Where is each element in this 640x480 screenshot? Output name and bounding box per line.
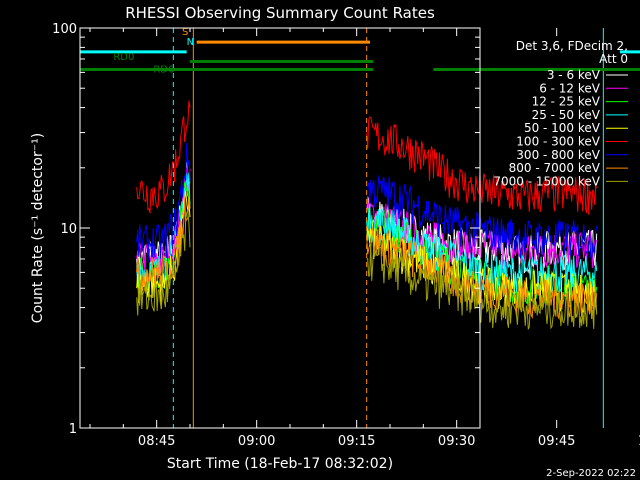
legend-label-5: 100 - 300 keV — [516, 135, 600, 149]
legend-label-2: 12 - 25 keV — [532, 95, 601, 109]
legend-label-1: 6 - 12 keV — [539, 81, 601, 95]
x-tick-label-2: 09:15 — [338, 434, 375, 449]
x-tick-label-1: 09:00 — [238, 434, 275, 449]
y-axis-label: Count Rate (s⁻¹ detector⁻¹) — [30, 133, 46, 323]
flag-label-0: RD0 — [113, 52, 134, 63]
series-line-8 — [136, 208, 598, 330]
y-tick-label-2: 1 — [69, 422, 77, 437]
legend-label-8: 7000 - 15000 keV — [493, 174, 600, 188]
flag-label-3: N — [187, 37, 194, 48]
chart-title: RHESSI Observing Summary Count Rates — [125, 4, 435, 22]
legend-label-0: 3 - 6 keV — [547, 68, 601, 82]
legend-label-4: 50 - 100 keV — [524, 121, 601, 135]
x-axis-label: Start Time (18-Feb-17 08:32:02) — [167, 456, 393, 472]
flag-label-2: S — [182, 27, 188, 38]
x-tick-label-0: 08:45 — [138, 434, 175, 449]
series-line-7 — [136, 196, 598, 321]
legend-label-6: 300 - 800 keV — [516, 148, 600, 162]
x-tick-label-5: 10:00 — [638, 434, 640, 449]
legend-title-0: Det 3,6, FDecim 2, — [516, 39, 628, 53]
series-line-5 — [136, 100, 598, 215]
series-layer — [136, 100, 598, 330]
y-tick-label-0: 100 — [52, 22, 77, 37]
x-tick-label-3: 09:30 — [438, 434, 475, 449]
axes-layer: 08:45 09:00 09:15 09:30 09:45 10:00 100 10 1 — [52, 22, 640, 449]
flag-label-1: RD6 — [153, 64, 174, 75]
series-line-6 — [136, 142, 598, 264]
y-tick-label-1: 10 — [60, 222, 77, 237]
legend-label-3: 25 - 50 keV — [532, 108, 601, 122]
legend-label-7: 800 - 7000 keV — [509, 161, 601, 175]
x-tick-label-4: 09:45 — [538, 434, 575, 449]
footer-timestamp: 2-Sep-2022 02:22 — [546, 468, 636, 479]
legend-title-1: Att 0 — [599, 52, 628, 66]
